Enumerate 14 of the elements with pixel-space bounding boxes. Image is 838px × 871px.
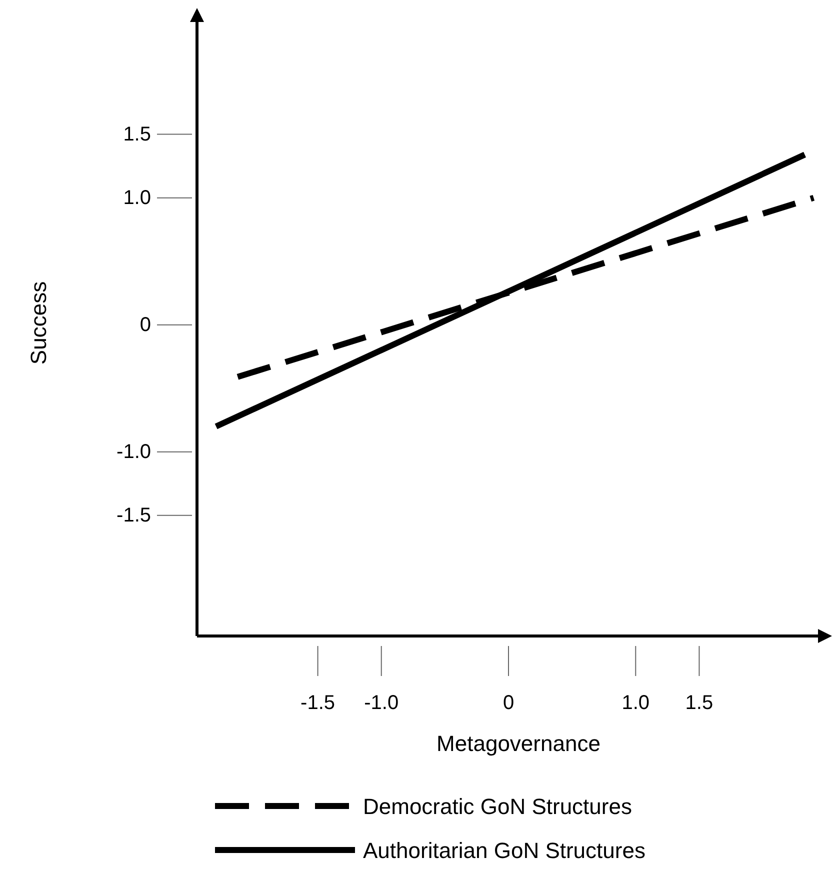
x-tick-label: -1.0: [364, 692, 399, 714]
y-tick-label: 1.5: [123, 123, 151, 146]
x-tick-label: 1.0: [622, 692, 650, 714]
y-axis-title: Success: [26, 281, 51, 365]
y-tick-label: -1.0: [116, 440, 151, 463]
y-tick-label: 1.0: [123, 186, 151, 209]
x-axis-title: Metagovernance: [436, 731, 600, 756]
x-tick-label: 1.5: [685, 692, 714, 714]
y-tick-label: 0: [140, 314, 151, 336]
x-tick-label: -1.5: [300, 692, 336, 714]
x-tick-label: 0: [502, 692, 514, 714]
legend-label: Democratic GoN Structures: [363, 794, 632, 819]
legend-label: Authoritarian GoN Structures: [363, 838, 646, 863]
y-tick-label: -1.5: [116, 504, 151, 526]
